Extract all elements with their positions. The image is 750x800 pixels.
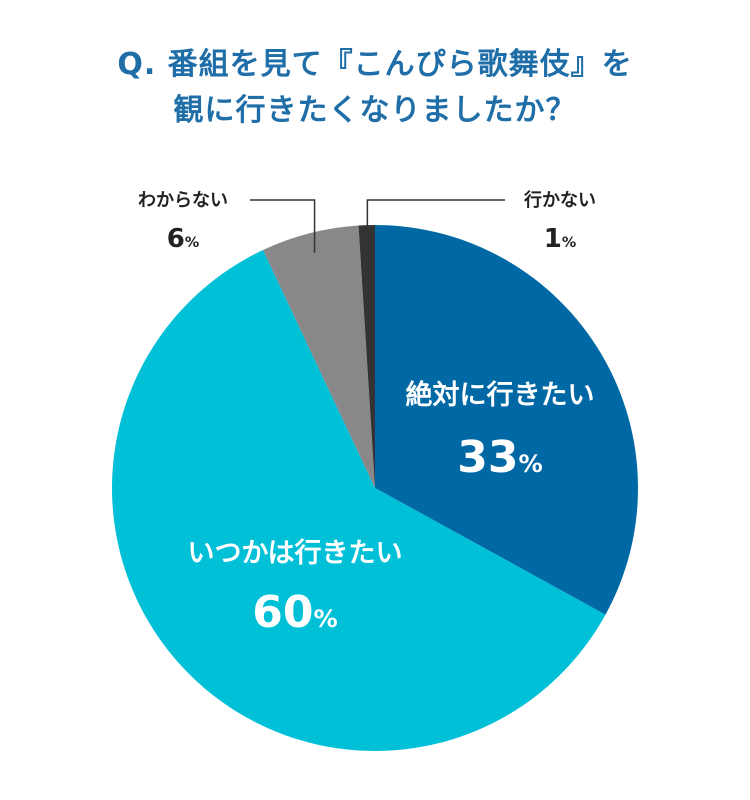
slice-value-itsuka: 60% [252,587,337,638]
leader-lines [250,199,505,253]
slice-label-zettai: 絶対に行きたい [406,379,595,411]
slice-value-wakaranai-number: 6 [167,224,185,254]
slice-value-zettai-number: 33 [457,432,518,483]
slice-value-wakaranai: 6% [167,224,199,254]
leader-line-ikanai [366,199,505,246]
slice-itsuka [112,250,606,751]
slice-label-ikanai: 行かない [523,189,596,211]
slice-value-ikanai: 1% [544,224,576,254]
slice-value-ikanai-number: 1 [544,224,562,254]
slice-value-itsuka-unit: % [313,605,337,633]
chart-title: Q. 番組を見て『こんぴら歌舞伎』を 観に行きたくなりましたか？ [0,42,750,134]
slice-value-zettai-unit: % [518,450,542,478]
slice-zettai [375,224,639,615]
slice-ikanai [358,225,375,488]
slice-value-wakaranai-unit: % [185,235,199,251]
slice-wakaranai [263,225,375,488]
pie-slices [112,224,639,751]
slice-value-itsuka-number: 60 [252,587,313,638]
leader-line-wakaranai [250,199,316,253]
slice-label-wakaranai: わからない [138,190,228,211]
slice-value-ikanai-unit: % [562,235,576,251]
chart-title-line-2: 観に行きたくなりましたか？ [173,93,577,128]
slice-value-zettai: 33% [457,432,542,483]
slice-label-itsuka: いつかは行きたい [188,537,403,569]
chart-title-line-1: Q. 番組を見て『こんぴら歌舞伎』を [117,47,633,82]
